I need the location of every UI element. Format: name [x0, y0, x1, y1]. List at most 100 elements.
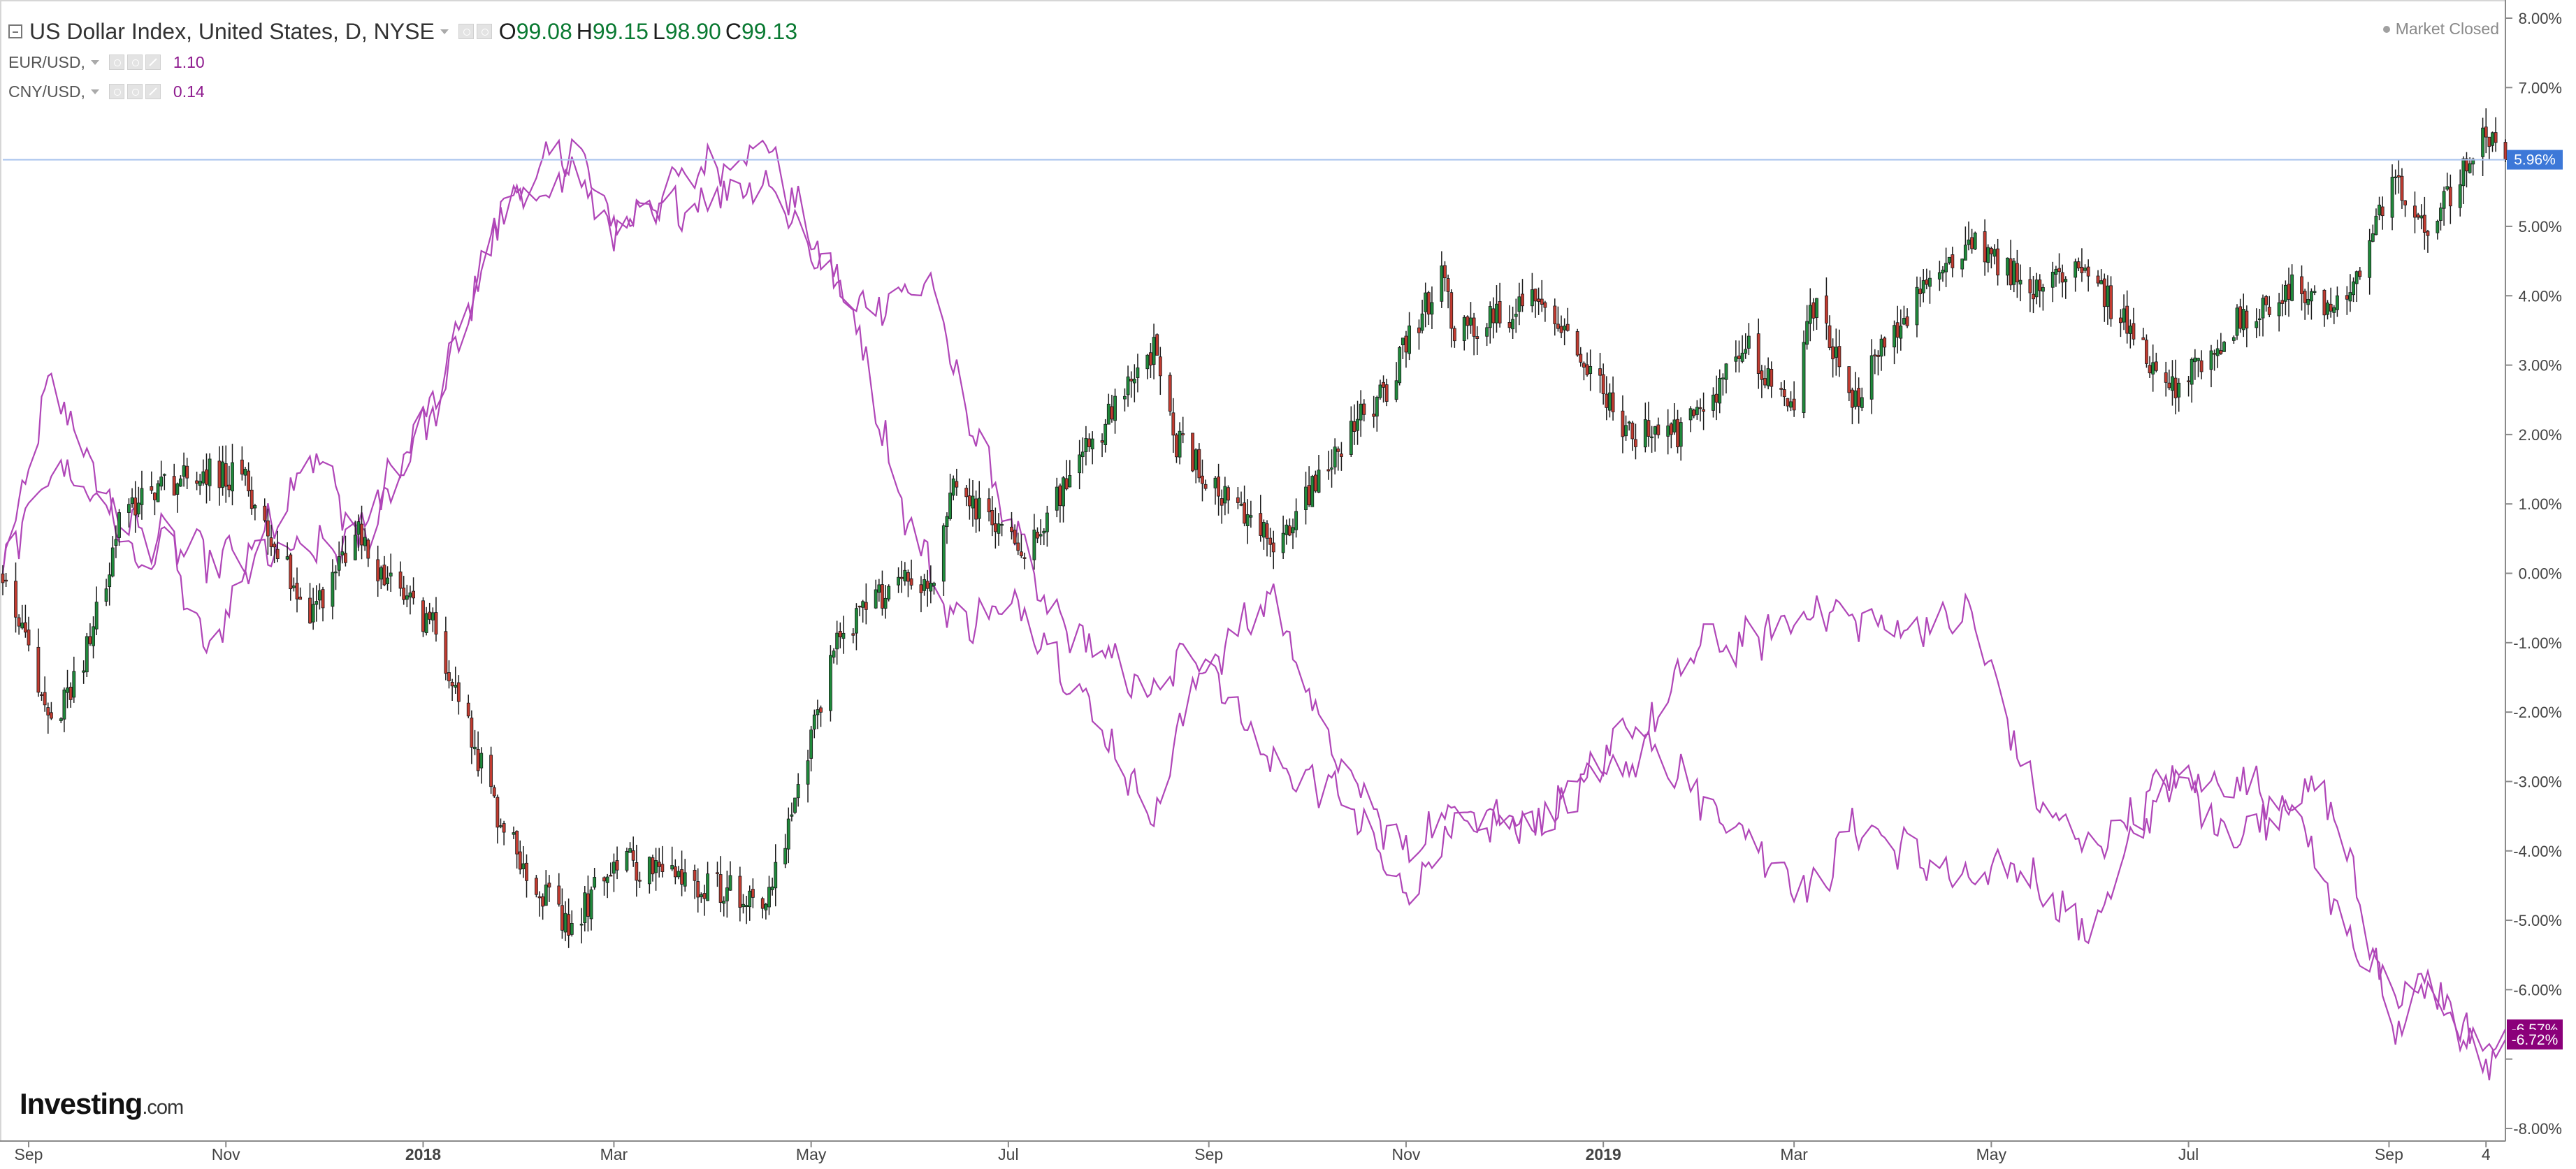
candle-body — [583, 892, 587, 923]
y-tick-label: -5.00% — [2513, 912, 2562, 929]
candle-body — [2400, 175, 2404, 201]
candle-body — [861, 601, 865, 608]
visibility-icon[interactable] — [476, 24, 492, 39]
price-tag-cnyusd-text: -6.72% — [2512, 1032, 2559, 1048]
candle-body — [1860, 397, 1864, 408]
candle-body — [1556, 324, 1560, 329]
candle-body — [201, 471, 205, 484]
candle-body — [344, 553, 347, 563]
candle-body — [806, 760, 810, 785]
candle-body — [1746, 335, 1751, 349]
candle-body — [127, 504, 131, 513]
candle-body — [1019, 551, 1023, 556]
candle-body — [1145, 354, 1150, 370]
candle-body — [72, 671, 76, 698]
candle-body — [308, 597, 312, 624]
candle-body — [1271, 542, 1275, 553]
chart-legend: US Dollar Index, United States, D, NYSE … — [8, 15, 797, 106]
candle-body — [832, 651, 836, 658]
candle-body — [1356, 419, 1359, 431]
candle-body — [1779, 388, 1783, 390]
y-tick-label: -2.00% — [2513, 704, 2562, 721]
candle-body — [2064, 279, 2068, 282]
x-tick-label: Jul — [998, 1145, 1018, 1163]
candle-body — [217, 460, 222, 488]
y-tick-label: 2.00% — [2519, 426, 2562, 444]
candle-body — [1598, 368, 1602, 376]
candle-body — [1679, 422, 1683, 447]
candle-body — [2303, 291, 2307, 303]
candle-body — [1879, 338, 1883, 357]
candle-body — [1330, 467, 1333, 470]
candle-body — [291, 586, 296, 588]
candle-body — [17, 617, 21, 627]
candle-body — [1789, 401, 1793, 408]
candle-body — [2257, 318, 2262, 321]
candle-body — [1113, 395, 1117, 421]
candle-body — [20, 623, 24, 629]
candle-body — [2106, 285, 2110, 307]
candle-body — [1676, 419, 1679, 447]
candle-body — [2283, 284, 2287, 302]
candle-body — [887, 586, 891, 600]
candle-body — [195, 480, 199, 484]
candle-body — [2445, 186, 2450, 190]
candle-body — [1802, 342, 1806, 413]
y-tick-label: -1.00% — [2513, 634, 2562, 652]
visibility-icon[interactable] — [108, 55, 124, 70]
y-tick-label: 8.00% — [2519, 10, 2562, 27]
candle-body — [140, 488, 144, 505]
candle-body — [838, 631, 842, 637]
collapse-legend-icon[interactable] — [8, 24, 22, 38]
candle-body — [925, 581, 929, 589]
candle-body — [46, 707, 50, 716]
candle-body — [285, 556, 289, 560]
chevron-down-icon[interactable] — [90, 59, 99, 65]
settings-icon[interactable] — [458, 24, 474, 39]
candle-body — [2125, 305, 2129, 334]
candle-body — [1989, 248, 1993, 254]
candle-body — [2173, 377, 2178, 398]
candle-body — [1530, 289, 1534, 307]
candle-body — [657, 862, 661, 867]
close-icon[interactable] — [145, 55, 161, 70]
candle-body — [525, 862, 528, 881]
chevron-down-icon[interactable] — [440, 29, 449, 34]
x-tick-label: 4 — [2482, 1145, 2491, 1163]
candle-body — [851, 633, 855, 636]
candle-body — [1287, 525, 1291, 536]
candle-body — [2054, 269, 2058, 275]
candle-body — [14, 581, 17, 618]
candle-body — [1440, 266, 1444, 302]
low-label: L — [652, 18, 665, 44]
candle-body — [1449, 292, 1454, 329]
candle-body — [1472, 317, 1476, 337]
candle-body — [2267, 307, 2271, 315]
market-status: Market Closed — [2382, 20, 2499, 38]
candle-body — [1986, 247, 1990, 263]
candle-body — [793, 797, 797, 813]
candle-body — [1106, 403, 1110, 425]
visibility-icon[interactable] — [108, 84, 124, 99]
candle-body — [906, 572, 910, 582]
candle-body — [1847, 366, 1851, 393]
candle-body — [2300, 276, 2303, 294]
candle-body — [1181, 433, 1185, 435]
settings-icon[interactable] — [126, 55, 143, 70]
candle-body — [1239, 504, 1243, 506]
candle-body — [1495, 303, 1498, 324]
candle-body — [951, 478, 955, 496]
close-icon[interactable] — [145, 84, 161, 99]
market-status-text: Market Closed — [2395, 20, 2499, 38]
candle-body — [1511, 319, 1515, 330]
settings-icon[interactable] — [126, 84, 143, 99]
candle-body — [1491, 308, 1496, 324]
candle-body — [899, 576, 904, 579]
candle-body — [2215, 348, 2220, 356]
candle-body — [534, 878, 538, 895]
chevron-down-icon[interactable] — [90, 89, 99, 94]
candle-body — [1126, 376, 1130, 395]
candle-body — [1155, 334, 1159, 356]
candle-body — [1469, 317, 1472, 326]
